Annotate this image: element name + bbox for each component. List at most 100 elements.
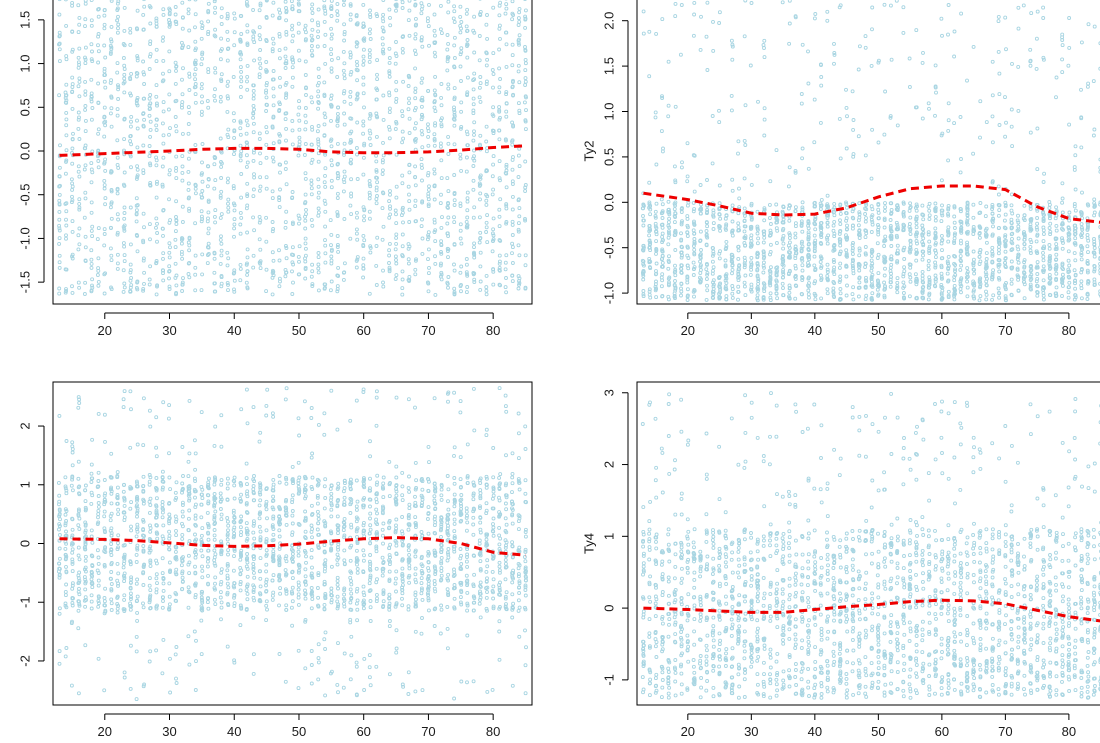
data-point — [432, 28, 437, 33]
data-point — [193, 272, 198, 277]
data-point — [844, 248, 849, 253]
data-point — [465, 285, 470, 289]
data-point — [659, 275, 664, 280]
data-point — [1016, 236, 1021, 241]
data-point — [303, 276, 308, 281]
data-point — [672, 164, 677, 169]
data-point — [844, 274, 849, 279]
data-point — [1067, 122, 1072, 127]
data-point — [205, 99, 210, 103]
data-point — [102, 243, 107, 248]
data-point — [342, 99, 347, 104]
data-point — [743, 143, 748, 147]
data-point — [77, 578, 82, 583]
data-point — [1061, 227, 1065, 232]
data-point — [413, 258, 418, 263]
data-point — [940, 203, 944, 208]
data-point — [819, 264, 824, 269]
data-point — [705, 271, 710, 275]
data-point — [1009, 259, 1014, 264]
data-point — [491, 113, 496, 118]
data-point — [174, 129, 179, 134]
data-point — [315, 44, 320, 49]
data-point — [673, 203, 678, 208]
data-point — [679, 270, 684, 275]
data-point — [472, 129, 476, 134]
data-point — [77, 94, 82, 99]
data-point — [420, 76, 425, 81]
data-point — [888, 225, 893, 230]
panel-top-left: 20 30 40 50 60 70 80-1.5-1.0-0.50.00.51.01.5 — [17, 0, 533, 338]
data-point — [654, 279, 658, 284]
data-point — [277, 56, 282, 61]
data-point — [959, 11, 964, 16]
data-point — [459, 241, 464, 246]
data-point — [361, 256, 366, 261]
data-point — [161, 35, 166, 40]
data-point — [478, 176, 483, 181]
data-point — [736, 221, 741, 226]
data-point — [863, 228, 868, 233]
data-point — [660, 247, 665, 252]
data-point — [102, 13, 107, 18]
data-point — [387, 71, 392, 76]
data-point — [882, 208, 887, 213]
data-point — [685, 263, 690, 268]
data-point — [485, 13, 489, 17]
data-point — [83, 258, 88, 263]
data-point — [354, 231, 359, 236]
data-point — [940, 33, 944, 38]
data-point — [1098, 41, 1100, 46]
data-point — [83, 92, 88, 97]
data-point — [1041, 291, 1046, 295]
data-point — [419, 104, 424, 109]
data-point — [705, 203, 710, 208]
data-point — [959, 225, 964, 230]
data-point — [1035, 272, 1040, 276]
data-point — [939, 16, 944, 21]
data-point — [477, 240, 482, 245]
data-point — [135, 58, 140, 63]
data-point — [76, 60, 81, 65]
data-point — [406, 84, 411, 88]
data-point — [419, 224, 424, 229]
data-point — [870, 5, 875, 10]
data-point — [160, 121, 165, 126]
data-point — [394, 152, 399, 157]
data-point — [958, 170, 963, 175]
data-point — [414, 257, 418, 262]
data-point — [977, 262, 982, 266]
data-point — [225, 14, 230, 19]
data-point — [380, 36, 385, 41]
data-point — [800, 276, 805, 280]
data-point — [413, 121, 418, 126]
data-point — [239, 195, 244, 200]
data-point — [971, 151, 976, 156]
data-point — [82, 215, 87, 220]
data-point — [724, 272, 729, 277]
data-point — [1029, 11, 1034, 16]
data-point — [452, 198, 457, 203]
data-point — [122, 244, 127, 249]
data-point — [342, 89, 347, 94]
data-point — [161, 233, 165, 238]
data-point — [1086, 22, 1091, 27]
data-point — [717, 251, 722, 256]
data-point — [819, 241, 824, 246]
data-point — [838, 261, 843, 266]
data-point — [193, 100, 198, 105]
data-point — [245, 41, 250, 46]
data-point — [154, 225, 158, 230]
data-point — [736, 151, 740, 156]
data-point — [793, 296, 798, 301]
data-point — [354, 40, 359, 45]
data-point — [503, 137, 508, 142]
data-point — [63, 484, 68, 489]
data-point — [997, 269, 1002, 274]
data-point — [322, 44, 327, 48]
data-point — [57, 546, 62, 551]
data-point — [89, 581, 94, 586]
data-point — [108, 246, 113, 251]
data-point — [90, 283, 94, 288]
data-point — [654, 295, 659, 300]
